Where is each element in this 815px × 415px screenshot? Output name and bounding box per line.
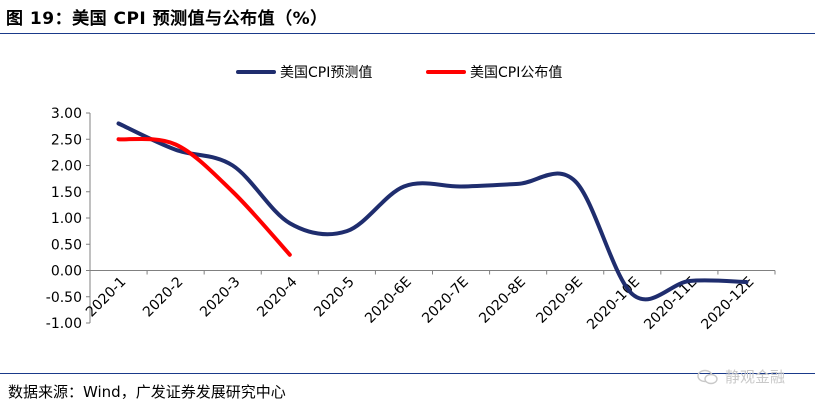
watermark-text: 静观金融 [724, 368, 785, 386]
y-tick-label: -1.00 [46, 316, 82, 332]
x-tick-label: 2020-9E [533, 274, 586, 327]
line-chart: 美国CPI预测值 美国CPI公布值 3.00 2.50 2.00 1.50 1.00 0.5… [46, 65, 776, 333]
legend-label: 美国CPI预测值 [280, 65, 372, 81]
y-tick-label: 0.00 [51, 264, 82, 280]
x-tick-label: 2020-11E [641, 274, 700, 333]
data-source-note: 数据来源：Wind，广发证券发展研究中心 [8, 383, 286, 401]
actual-series-line [116, 136, 292, 257]
x-tick-label: 2020-4 [254, 274, 300, 320]
footer-divider [0, 373, 815, 374]
legend-label: 美国CPI公布值 [470, 65, 562, 81]
y-tick-label: -0.50 [46, 290, 82, 306]
chart-title: 图 19：美国 CPI 预测值与公布值（%） [6, 9, 328, 29]
y-tick-label: 0.50 [51, 237, 82, 253]
watermark: 静观金融 [697, 366, 785, 387]
y-tick-label: 2.00 [51, 159, 82, 175]
y-tick-label: 1.00 [51, 211, 82, 227]
x-tick-label: 2020-7E [419, 274, 472, 327]
x-tick-label: 2020-6E [362, 274, 415, 327]
y-tick-label: 2.50 [51, 132, 82, 148]
chart-legend: 美国CPI预测值 美国CPI公布值 [236, 65, 562, 81]
x-tick-label: 2020-3 [197, 274, 243, 320]
x-tick-label: 2020-2 [140, 274, 186, 320]
chart-series [116, 121, 749, 302]
x-tick-label: 2020-5 [311, 274, 357, 320]
y-tick-label: 1.50 [51, 185, 82, 201]
wechat-icon [697, 369, 719, 385]
x-tick-label: 2020-8E [476, 274, 529, 327]
forecast-series-line [116, 121, 749, 302]
x-tick-label: 2020-10E [584, 274, 643, 333]
y-tick-label: 3.00 [51, 106, 82, 122]
title-divider [0, 33, 815, 34]
